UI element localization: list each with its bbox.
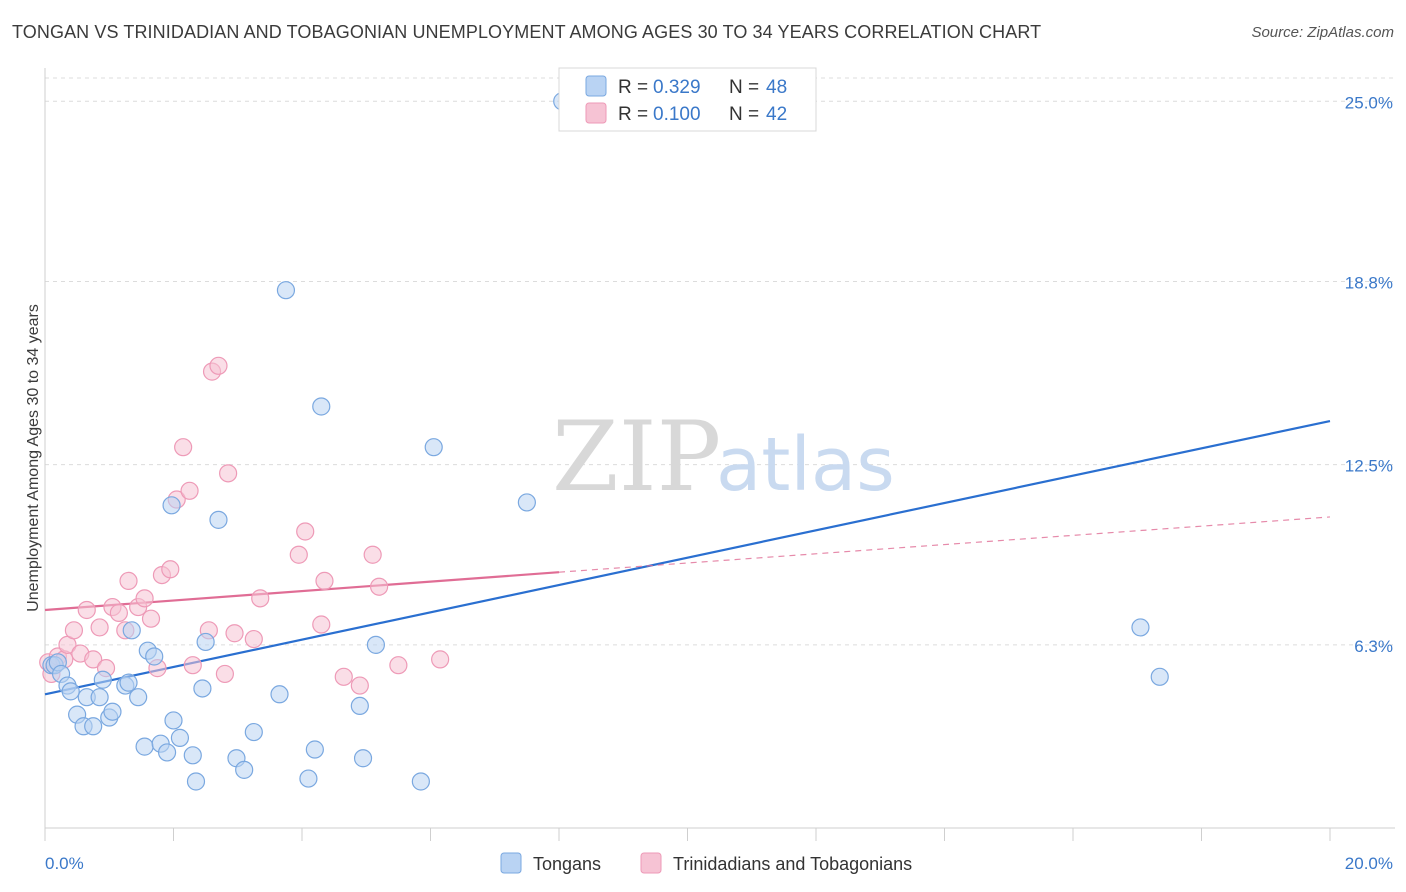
x-tick-label: 20.0%: [1345, 854, 1393, 873]
legend-r-value: 0.100: [653, 104, 701, 125]
x-tick-label: 0.0%: [45, 854, 84, 873]
tongan-point: [312, 397, 331, 416]
bottom-legend-label-tongans: Tongans: [533, 854, 601, 874]
tongan-point: [305, 740, 324, 759]
trinidadian-point: [180, 481, 199, 500]
legend-swatch-trinidadians: [585, 102, 607, 124]
tongan-point: [196, 632, 215, 652]
source-label: Source: ZipAtlas.com: [1251, 24, 1394, 41]
tongan-point: [350, 696, 369, 716]
tongan-point: [186, 772, 206, 791]
tongan-point: [1131, 618, 1150, 637]
trinidadian-point: [363, 545, 382, 564]
tongan-point: [93, 670, 112, 689]
tongan-point: [235, 760, 254, 779]
tongan-point: [135, 737, 154, 756]
trinidadian-trend-extension: [558, 516, 1331, 573]
grid-lines: [45, 77, 1395, 646]
tongan-point: [276, 281, 296, 300]
y-tick-label: 25.0%: [1345, 93, 1393, 112]
y-tick-label: 6.3%: [1354, 637, 1393, 656]
tongan-point: [103, 702, 122, 721]
legend-n-value: 42: [766, 104, 787, 125]
bottom-legend-swatch-trinidadians: [640, 852, 662, 874]
tongan-point: [193, 679, 212, 698]
y-tick-label: 18.8%: [1345, 273, 1393, 292]
trinidadian-point: [312, 615, 331, 634]
trinidadian-point: [90, 618, 109, 637]
tongan-point: [517, 493, 536, 512]
watermark: ZIP atlas: [552, 401, 895, 513]
tongan-point: [162, 496, 181, 515]
tongan-point: [209, 510, 228, 529]
trinidadian-point: [334, 667, 353, 686]
trinidadian-point: [350, 676, 369, 695]
bottom-legend: Tongans Trinidadians and Tobagonians: [500, 852, 912, 874]
trinidadian-point: [219, 464, 238, 483]
trinidadian-point: [251, 589, 270, 608]
trinidadian-point: [431, 650, 450, 669]
trinidadian-point: [119, 571, 138, 591]
bottom-legend-label-trinidadians: Trinidadians and Tobagonians: [673, 854, 912, 874]
tongan-point: [170, 728, 190, 747]
trinidadian-point: [109, 603, 128, 622]
trinidadian-point: [183, 656, 202, 675]
tongan-point: [129, 688, 148, 707]
trinidadian-point: [315, 571, 334, 591]
tongan-point: [61, 682, 80, 701]
tongan-point: [90, 688, 109, 707]
trinidadian-point: [135, 589, 154, 608]
tongan-point: [145, 647, 164, 666]
chart-title: TONGAN VS TRINIDADIAN AND TOBAGONIAN UNE…: [12, 22, 1042, 42]
tongan-point: [183, 746, 202, 765]
legend-n-label: N =: [729, 104, 759, 125]
trinidadian-point: [84, 650, 103, 669]
trinidadian-point: [64, 621, 84, 640]
tongan-point: [353, 749, 373, 768]
tongan-point: [119, 673, 138, 692]
legend: R = 0.329 N = 48 R = 0.100 N = 42: [558, 67, 817, 132]
trinidadian-point: [289, 545, 308, 564]
trinidadian-point: [389, 656, 408, 675]
bottom-legend-swatch-tongans: [500, 852, 522, 874]
tongan-point: [424, 438, 443, 457]
legend-n-value: 48: [766, 77, 787, 98]
trinidadian-point: [77, 600, 96, 620]
tongan-trend-line: [44, 419, 1331, 696]
axes: [44, 68, 1395, 841]
tick-labels: 6.3% 12.5% 18.8% 25.0% 0.0% 20.0%: [45, 93, 1393, 873]
legend-n-label: N =: [729, 77, 759, 98]
trinidadian-point: [296, 522, 315, 541]
legend-r-label: R =: [618, 104, 648, 125]
y-axis-label: Unemployment Among Ages 30 to 34 years: [25, 304, 42, 612]
trinidadian-point: [370, 577, 389, 596]
tongan-point: [299, 769, 318, 788]
trinidadian-point: [141, 609, 161, 628]
tongan-point: [411, 772, 430, 791]
legend-r-value: 0.329: [653, 77, 701, 98]
data-points: [39, 92, 1169, 791]
trinidadian-point: [209, 356, 228, 375]
tongan-point: [84, 717, 103, 736]
tongan-point: [157, 743, 177, 762]
trinidadian-point: [215, 664, 234, 684]
trinidadian-point: [174, 438, 193, 457]
tongan-point: [122, 621, 141, 640]
tongan-point: [270, 685, 289, 704]
tongan-point: [164, 711, 183, 730]
legend-r-label: R =: [618, 77, 648, 98]
tongan-point: [1150, 667, 1169, 686]
tongan-point: [366, 635, 385, 654]
tongan-point: [244, 722, 263, 742]
y-tick-label: 12.5%: [1345, 457, 1393, 476]
legend-swatch-tongans: [585, 75, 607, 97]
watermark-zip: ZIP: [552, 401, 721, 513]
trinidadian-point: [225, 624, 244, 643]
trinidadian-point: [161, 560, 180, 579]
watermark-atlas: atlas: [716, 422, 895, 508]
trinidadian-point: [244, 629, 263, 649]
